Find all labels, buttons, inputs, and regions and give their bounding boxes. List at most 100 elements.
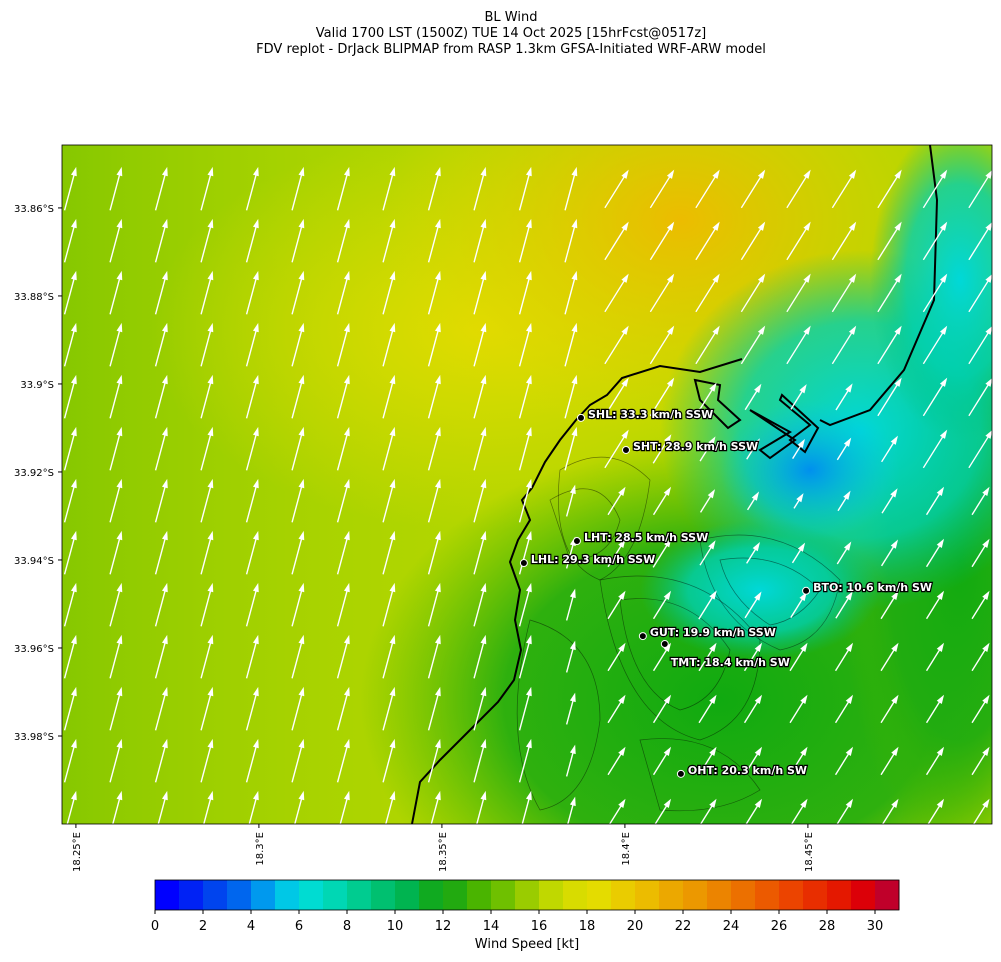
wind-arrow (564, 273, 577, 315)
station-dot (802, 586, 811, 595)
wind-arrow-head (663, 642, 672, 652)
wind-arrow-head (343, 374, 350, 385)
wind-arrow (385, 793, 395, 824)
colorbar-swatch (875, 880, 900, 910)
wind-arrow-head (116, 270, 123, 281)
wind-arrow (200, 533, 213, 575)
wind-arrow-head (754, 694, 763, 704)
wind-arrow-head (116, 218, 123, 229)
wind-arrow (518, 689, 532, 731)
wind-arrow (109, 741, 122, 783)
wind-arrow (604, 275, 628, 313)
wind-arrow-head (161, 322, 168, 333)
station-label: OHT: 20.3 km/h SW (688, 764, 807, 777)
station-dot (519, 559, 528, 568)
colorbar-swatch (515, 880, 540, 910)
wind-arrow-head (252, 582, 259, 593)
wind-arrow (63, 481, 77, 523)
wind-arrow-head (663, 694, 672, 704)
wind-arrow-head (207, 166, 214, 177)
wind-arrow (427, 273, 441, 315)
wind-arrow (968, 327, 992, 365)
wind-arrow (473, 377, 486, 419)
wind-arrow (63, 637, 77, 679)
wind-arrow-head (525, 478, 532, 489)
wind-arrow-head (848, 325, 857, 335)
wind-arrow-head (982, 590, 990, 600)
wind-arrow-head (480, 582, 487, 593)
wind-arrow-head (161, 582, 168, 593)
wind-arrow-head (799, 384, 807, 394)
wind-arrow-head (525, 738, 532, 749)
wind-arrow-head (434, 790, 441, 801)
wind-arrow-head (571, 374, 578, 385)
wind-arrow (154, 741, 168, 783)
wind-arrow-head (252, 686, 259, 697)
colorbar-swatch (755, 880, 780, 910)
wind-arrow (922, 327, 947, 365)
wind-arrow-head (663, 746, 672, 756)
wind-arrow-head (890, 488, 898, 498)
wind-arrow-head (389, 790, 396, 801)
wind-arrow-head (161, 634, 168, 645)
wind-arrow (291, 533, 304, 575)
map-frame (61, 144, 993, 825)
wind-arrow (382, 377, 395, 419)
wind-arrow-head (480, 478, 487, 489)
wind-arrow (518, 429, 532, 471)
wind-arrow (786, 223, 810, 261)
wind-arrow-head (116, 843, 122, 852)
wind-arrow (831, 327, 856, 365)
wind-arrow (291, 273, 304, 315)
wind-arrow (245, 429, 259, 471)
wind-arrow (109, 429, 122, 471)
wind-arrow (112, 793, 122, 824)
wind-arrow (877, 379, 901, 417)
colorbar-swatch (587, 880, 612, 910)
colorbar-swatch (203, 880, 228, 910)
colorbar-tick-label: 18 (579, 919, 596, 934)
wind-arrow-head (846, 851, 853, 860)
wind-arrow-head (663, 590, 672, 600)
wind-arrow-head (985, 430, 992, 439)
wind-arrow (427, 429, 441, 471)
wind-arrow (564, 221, 577, 263)
wind-arrow-head (207, 530, 214, 541)
wind-arrow-head (571, 426, 578, 437)
wind-arrow (427, 377, 441, 419)
wind-arrow (473, 585, 486, 627)
wind-arrow-head (982, 486, 990, 496)
wind-arrow-head (982, 642, 990, 652)
wind-arrow (922, 379, 947, 417)
wind-arrow-head (116, 738, 123, 749)
wind-arrow-head (116, 634, 123, 645)
wind-arrow (157, 793, 168, 824)
wind-arrow (972, 853, 988, 878)
wind-arrow-head (162, 843, 168, 852)
wind-arrow (336, 325, 350, 367)
wind-arrow-head (343, 322, 350, 333)
colorbar-tick-label: 28 (819, 919, 836, 934)
wind-arrow-head (621, 221, 629, 231)
wind-arrow (336, 169, 350, 211)
colorbar-tick-label: 10 (387, 919, 404, 934)
wind-arrow-head (207, 843, 213, 852)
wind-arrow-head (618, 694, 626, 704)
wind-arrow-head (298, 322, 305, 333)
wind-arrow-head (618, 798, 626, 808)
wind-arrow (245, 689, 259, 731)
wind-arrow (245, 221, 259, 263)
wind-arrow (200, 325, 213, 367)
station-label: LHT: 28.5 km/h SSW (584, 531, 708, 544)
wind-arrow (382, 429, 395, 471)
wind-arrow (109, 221, 122, 263)
wind-arrow-head (894, 169, 902, 179)
wind-arrow-head (252, 322, 259, 333)
wind-arrow-head (936, 590, 945, 600)
station-dot (660, 640, 669, 649)
wind-arrow (245, 273, 259, 315)
wind-arrow (336, 689, 350, 731)
colorbar-swatch (419, 880, 444, 910)
wind-arrow-head (252, 634, 259, 645)
